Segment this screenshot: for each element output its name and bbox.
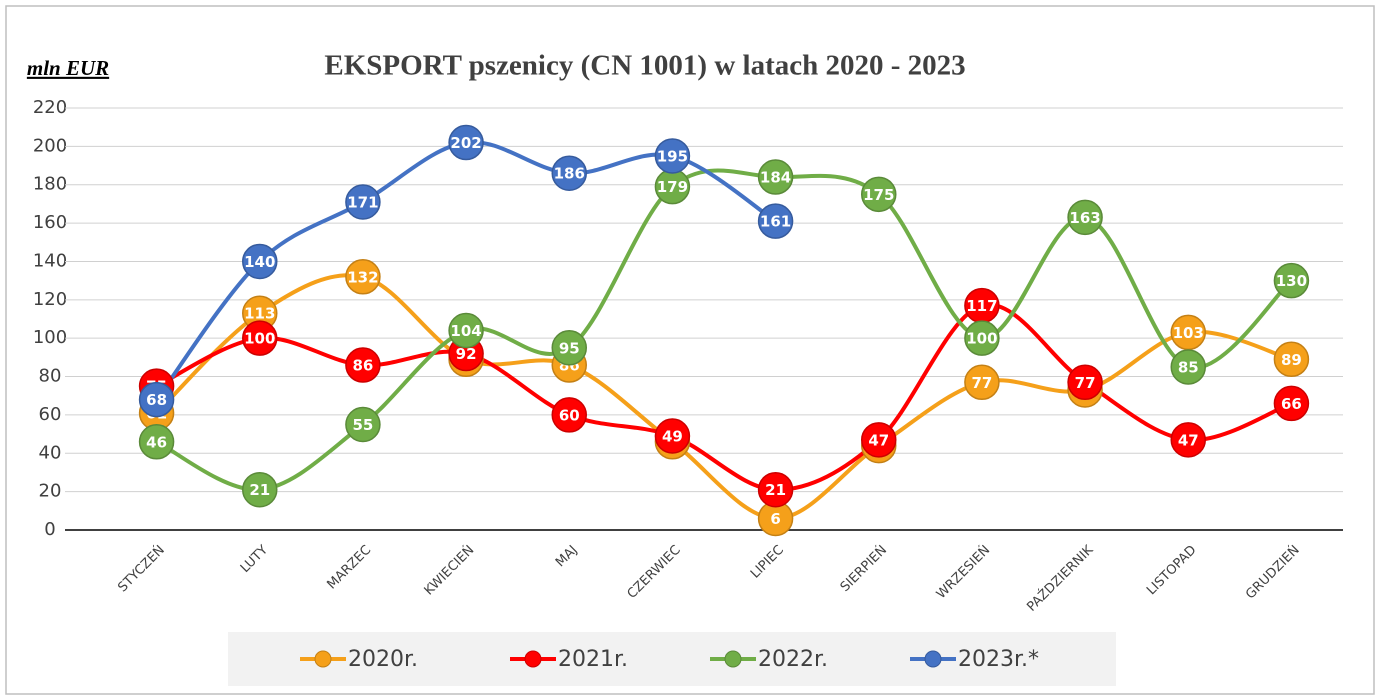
data-point [138, 424, 175, 460]
data-point [757, 159, 794, 195]
y-axis-label: mln EUR [27, 56, 109, 80]
data-point [964, 320, 1000, 356]
data-label: 140 [244, 253, 275, 271]
data-point [345, 406, 381, 443]
data-point [1170, 422, 1206, 458]
legend-marker [924, 650, 942, 668]
y-tick-label: 140 [33, 250, 67, 271]
data-label: 77 [971, 374, 992, 392]
legend-label: 2021r. [558, 647, 628, 672]
data-point [861, 422, 897, 458]
data-label: 202 [450, 134, 481, 152]
y-tick-label: 80 [39, 366, 62, 387]
data-label: 46 [146, 433, 167, 451]
data-point [448, 124, 484, 161]
data-label: 113 [244, 305, 275, 323]
data-label: 179 [657, 178, 688, 196]
y-tick-label: 40 [39, 442, 62, 463]
data-label: 85 [1178, 358, 1199, 376]
data-label: 77 [1075, 374, 1096, 392]
data-point [1170, 349, 1206, 385]
data-point [448, 312, 484, 349]
data-point [1273, 262, 1310, 299]
data-label: 171 [347, 193, 378, 211]
data-point [551, 397, 587, 433]
data-label: 92 [456, 345, 477, 363]
data-label: 104 [450, 322, 481, 340]
y-tick-label: 20 [39, 481, 62, 502]
y-tick-label: 60 [39, 404, 62, 425]
data-point [551, 155, 587, 191]
chart-frame [5, 5, 1375, 695]
data-point [138, 381, 175, 418]
data-label: 100 [966, 330, 997, 348]
data-label: 68 [146, 391, 167, 409]
data-label: 103 [1173, 324, 1204, 342]
data-label: 184 [760, 169, 791, 187]
y-tick-label: 220 [33, 97, 67, 118]
y-tick-label: 200 [33, 135, 67, 156]
data-label: 175 [863, 186, 894, 204]
data-point [654, 418, 691, 454]
data-point [242, 471, 278, 508]
data-point [654, 138, 691, 174]
y-tick-label: 0 [44, 519, 55, 540]
data-label: 100 [244, 330, 275, 348]
data-point [757, 203, 794, 239]
data-point [345, 184, 381, 220]
y-tick-label: 100 [33, 327, 67, 348]
data-point [1273, 385, 1310, 422]
legend-label: 2023r.* [958, 647, 1039, 672]
data-label: 49 [662, 428, 683, 446]
data-label: 66 [1281, 395, 1302, 413]
legend-marker [314, 650, 332, 668]
data-point [242, 320, 278, 356]
data-point [345, 347, 381, 383]
data-label: 47 [1178, 431, 1199, 449]
data-label: 132 [347, 268, 378, 286]
data-label: 186 [554, 165, 585, 183]
data-point [242, 243, 278, 280]
data-point [1067, 364, 1103, 401]
data-label: 21 [765, 481, 786, 499]
data-point [757, 471, 794, 508]
data-point [345, 259, 381, 295]
y-tick-label: 180 [33, 174, 67, 195]
data-label: 95 [559, 339, 580, 357]
data-label: 60 [559, 406, 580, 424]
data-point [964, 364, 1000, 401]
data-label: 130 [1276, 272, 1307, 290]
data-label: 21 [249, 481, 270, 499]
y-tick-label: 120 [33, 289, 67, 310]
data-label: 86 [352, 357, 373, 375]
data-label: 89 [1281, 351, 1302, 369]
data-point [551, 330, 587, 366]
legend-box [228, 632, 1116, 686]
data-label: 163 [1069, 209, 1100, 227]
chart-title: EKSPORT pszenicy (CN 1001) w latach 2020… [324, 50, 965, 82]
data-point [861, 176, 897, 213]
legend-label: 2022r. [758, 647, 828, 672]
data-label: 47 [868, 431, 889, 449]
data-label: 117 [966, 297, 997, 315]
data-label: 6 [770, 510, 780, 528]
legend-marker [724, 650, 742, 668]
data-label: 55 [352, 416, 373, 434]
data-point [1273, 341, 1310, 378]
legend-label: 2020r. [348, 647, 418, 672]
data-point [1067, 199, 1103, 236]
y-tick-label: 160 [33, 212, 67, 233]
data-label: 195 [657, 147, 688, 165]
legend-marker [524, 650, 542, 668]
data-label: 161 [760, 213, 791, 231]
